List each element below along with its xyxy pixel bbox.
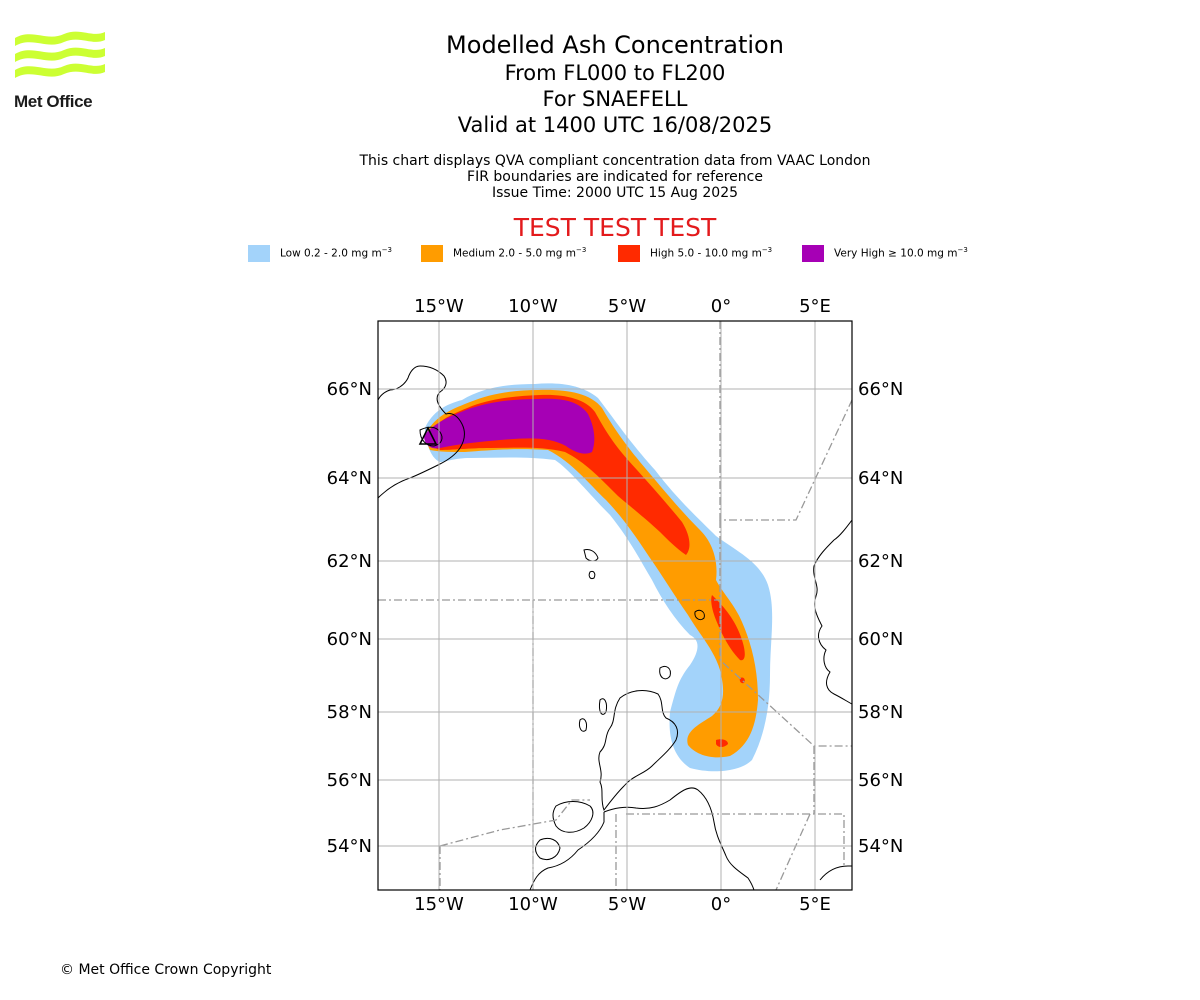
ash-region-low (425, 383, 773, 772)
latitude-tick-label: 54°N (327, 836, 372, 857)
legend-swatch-very-high (802, 245, 824, 262)
legend-label-high: High 5.0 - 10.0 mg m (650, 247, 762, 260)
latitude-tick-label: 64°N (858, 468, 903, 489)
latitude-tick-label: 64°N (327, 468, 372, 489)
valid-time: Valid at 1400 UTC 16/08/2025 (457, 113, 773, 137)
latitude-tick-label: 60°N (327, 629, 372, 650)
latitude-tick-label: 62°N (327, 551, 372, 572)
legend-unit-exponent: −3 (761, 246, 773, 254)
volcano-name: For SNAEFELL (542, 87, 688, 111)
chart-header: Modelled Ash Concentration From FL000 to… (0, 30, 1200, 201)
map-frame (377, 320, 853, 891)
legend-unit-exponent: −3 (957, 246, 968, 254)
legend-label-medium: Medium 2.0 - 5.0 mg m (453, 247, 576, 260)
info-line-qva: This chart displays QVA compliant concen… (359, 153, 871, 169)
latitude-tick-label: 58°N (858, 702, 903, 723)
test-banner: TEST TEST TEST (513, 213, 717, 242)
longitude-tick-label: 15°W (414, 296, 464, 317)
latitude-tick-label: 54°N (858, 836, 903, 857)
ash-region-high (716, 739, 728, 747)
legend-unit-exponent: −3 (381, 246, 393, 254)
latitude-labels-left: 66°N 64°N 62°N 60°N 58°N 56°N 54°N (327, 379, 372, 857)
longitude-labels-top: 15°W 10°W 5°W 0° 5°E (414, 296, 831, 317)
issue-time: Issue Time: 2000 UTC 15 Aug 2025 (491, 185, 739, 201)
longitude-tick-label: 5°W (608, 894, 646, 915)
legend-label-very-high: Very High ≥ 10.0 mg m (834, 247, 958, 260)
latitude-tick-label: 58°N (327, 702, 372, 723)
latitude-tick-label: 62°N (858, 551, 903, 572)
latitude-labels-right: 66°N 64°N 62°N 60°N 58°N 56°N 54°N (858, 379, 903, 857)
volcano-triangle-icon (418, 426, 438, 445)
longitude-labels-bottom: 15°W 10°W 5°W 0° 5°E (414, 894, 831, 915)
longitude-tick-label: 5°W (608, 296, 646, 317)
longitude-tick-label: 10°W (508, 894, 558, 915)
longitude-tick-label: 15°W (414, 894, 464, 915)
met-office-wave-icon (15, 31, 105, 78)
graticule (378, 321, 852, 890)
latitude-tick-label: 60°N (858, 629, 903, 650)
met-office-logo-text: Met Office (14, 92, 93, 111)
info-line-fir: FIR boundaries are indicated for referen… (467, 169, 763, 185)
legend-unit-exponent: −3 (575, 246, 587, 254)
chart-title: Modelled Ash Concentration (446, 31, 784, 59)
legend-swatch-low (248, 245, 270, 262)
latitude-tick-label: 56°N (327, 770, 372, 791)
legend-swatch-high (618, 245, 640, 262)
longitude-tick-label: 0° (711, 296, 731, 317)
latitude-tick-label: 66°N (327, 379, 372, 400)
flight-level-range: From FL000 to FL200 (504, 61, 726, 85)
latitude-tick-label: 66°N (858, 379, 903, 400)
longitude-tick-label: 5°E (799, 296, 831, 317)
met-office-logo (15, 31, 105, 78)
longitude-tick-label: 10°W (508, 296, 558, 317)
ash-region-very-high (424, 398, 595, 454)
legend-swatch-medium (421, 245, 443, 262)
latitude-tick-label: 56°N (858, 770, 903, 791)
longitude-tick-label: 5°E (799, 894, 831, 915)
legend-label-low: Low 0.2 - 2.0 mg m (280, 247, 382, 260)
copyright-notice: © Met Office Crown Copyright (60, 962, 272, 978)
longitude-tick-label: 0° (711, 894, 731, 915)
